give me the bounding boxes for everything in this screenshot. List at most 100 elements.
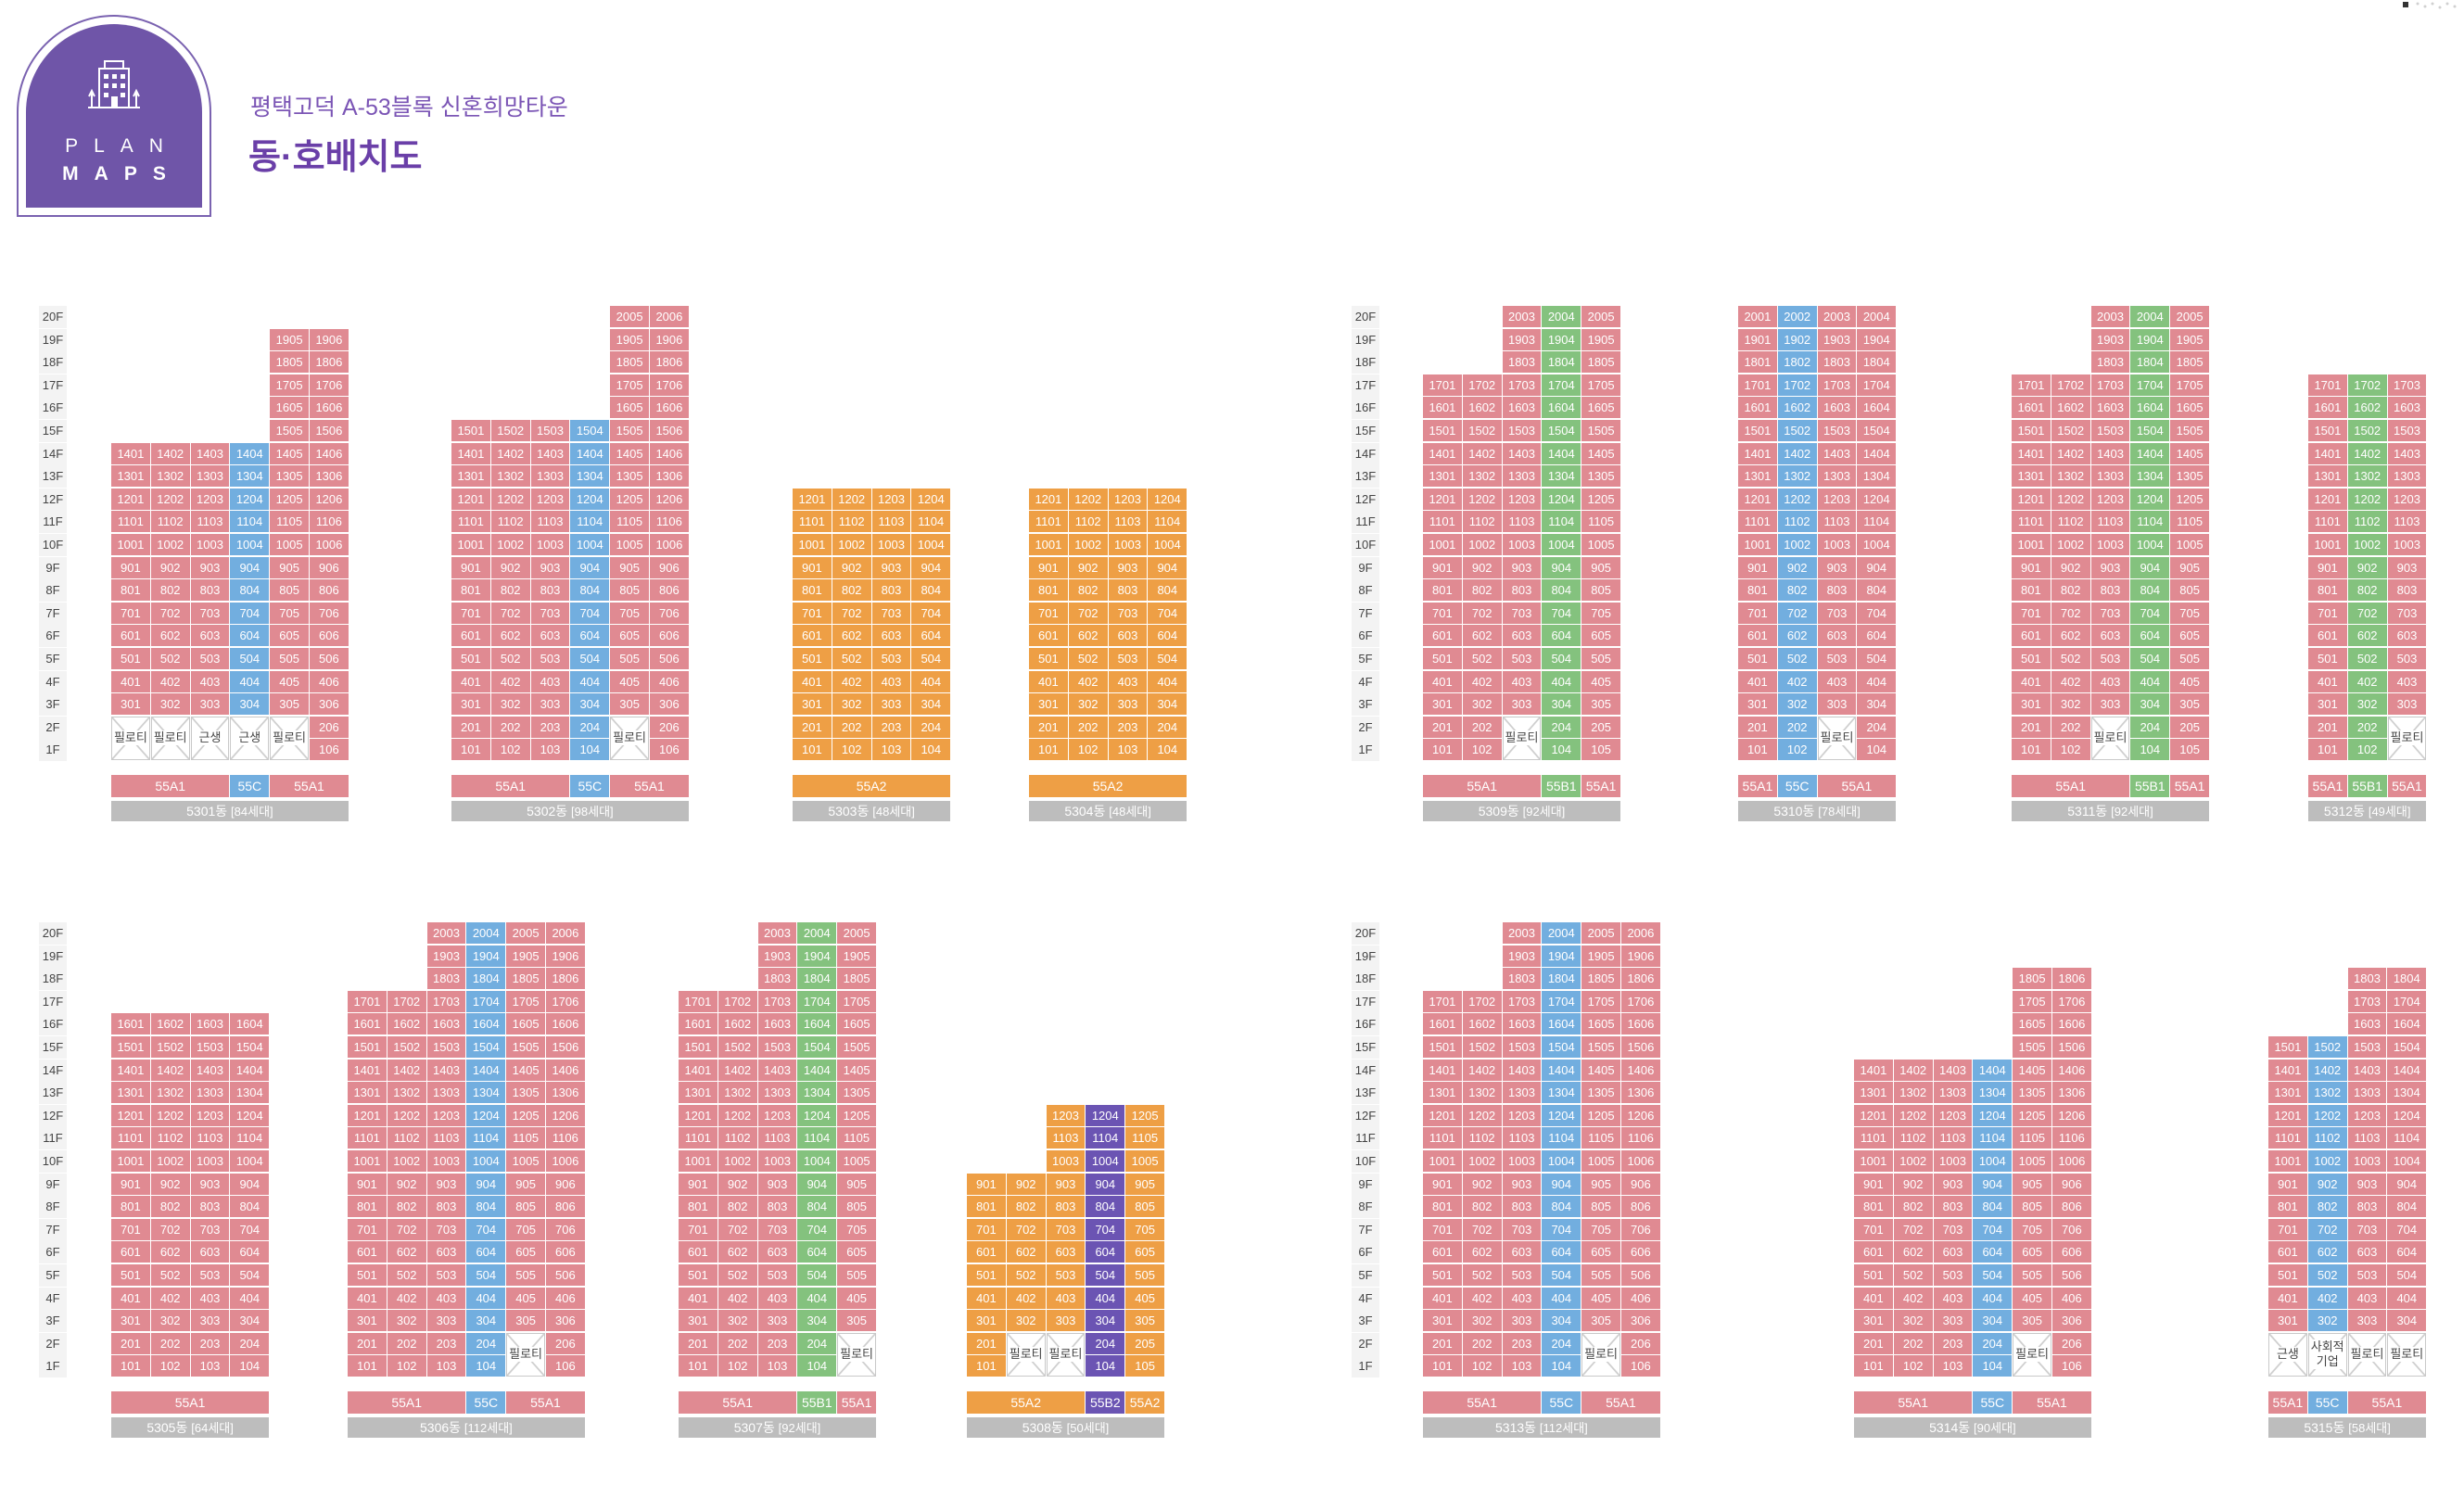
unit-cell[interactable]: 502	[1462, 1264, 1502, 1286]
unit-cell[interactable]: 1703	[1817, 374, 1857, 396]
unit-cell[interactable]: 902	[1068, 556, 1108, 578]
unit-cell[interactable]: 1206	[650, 488, 689, 510]
unit-cell[interactable]: 1004	[2387, 1150, 2427, 1172]
unit-cell[interactable]: 1102	[2347, 511, 2387, 533]
unit-cell[interactable]: 301	[2268, 1310, 2307, 1332]
unit-cell[interactable]: 1603	[1817, 397, 1857, 419]
unit-cell[interactable]: 1204	[1086, 1104, 1125, 1126]
unit-cell[interactable]: 106	[546, 1355, 585, 1377]
unit-cell[interactable]: 1202	[150, 488, 190, 510]
unit-cell[interactable]: 601	[1029, 625, 1068, 647]
unit-cell[interactable]: 1603	[426, 1013, 466, 1035]
unit-cell[interactable]: 803	[190, 579, 230, 602]
unit-cell[interactable]: 405	[1581, 1287, 1620, 1309]
unit-cell[interactable]: 501	[679, 1264, 718, 1286]
unit-cell[interactable]: 1006	[546, 1150, 585, 1172]
unit-cell[interactable]: 205	[2170, 716, 2209, 738]
unit-cell[interactable]: 302	[1777, 693, 1817, 716]
unit-cell[interactable]: 603	[1817, 625, 1857, 647]
unit-cell[interactable]: 803	[426, 1196, 466, 1218]
unit-cell[interactable]: 601	[2012, 625, 2051, 647]
unit-cell[interactable]: 403	[2090, 670, 2130, 692]
unit-cell[interactable]: 705	[1125, 1218, 1164, 1240]
unit-cell[interactable]: 601	[679, 1241, 718, 1263]
unit-cell[interactable]: 903	[1046, 1173, 1086, 1195]
unit-cell[interactable]: 903	[190, 556, 230, 578]
unit-cell[interactable]: 401	[2268, 1287, 2307, 1309]
unit-cell[interactable]: 504	[230, 648, 270, 669]
unit-cell[interactable]: 206	[650, 716, 689, 738]
unit-cell[interactable]: 403	[1933, 1287, 1973, 1309]
unit-cell[interactable]: 902	[832, 556, 871, 578]
unit-cell[interactable]: 1104	[797, 1127, 837, 1149]
unit-cell[interactable]: 302	[832, 693, 871, 716]
unit-cell[interactable]: 905	[1581, 556, 1620, 578]
unit-cell[interactable]: 1102	[2051, 511, 2090, 533]
unit-cell[interactable]: 1501	[1423, 1036, 1462, 1058]
unit-cell[interactable]: 405	[2170, 670, 2209, 692]
unit-cell[interactable]: 1304	[1542, 465, 1581, 488]
unit-cell[interactable]: 1203	[190, 488, 230, 510]
unit-cell[interactable]: 1004	[466, 1150, 506, 1172]
unit-cell[interactable]: 804	[2387, 1196, 2427, 1218]
unit-cell[interactable]: 902	[150, 556, 190, 578]
unit-cell[interactable]: 1701	[1423, 374, 1462, 396]
unit-cell[interactable]: 1101	[1423, 511, 1462, 533]
unit-cell[interactable]: 1703	[2347, 990, 2387, 1012]
unit-cell[interactable]: 701	[348, 1218, 387, 1240]
unit-cell[interactable]: 604	[1857, 625, 1897, 647]
unit-cell[interactable]: 1304	[230, 1082, 270, 1104]
unit-cell[interactable]: 1701	[679, 990, 718, 1012]
unit-cell[interactable]: 1505	[1581, 420, 1620, 441]
unit-cell[interactable]: 206	[1621, 1332, 1660, 1354]
unit-cell[interactable]: 605	[610, 625, 649, 647]
unit-cell[interactable]: 706	[2052, 1218, 2091, 1240]
unit-cell[interactable]: 1103	[871, 511, 911, 533]
unit-cell[interactable]: 303	[1502, 1310, 1542, 1332]
unit-cell[interactable]: 105	[1581, 739, 1620, 761]
unit-cell[interactable]: 1104	[1086, 1127, 1125, 1149]
unit-cell[interactable]: 403	[1108, 670, 1148, 692]
unit-cell[interactable]: 1003	[2347, 1150, 2387, 1172]
unit-cell[interactable]: 305	[610, 693, 649, 716]
unit-cell[interactable]: 1502	[1777, 420, 1817, 441]
unit-cell[interactable]: 102	[1462, 739, 1502, 761]
unit-cell[interactable]: 106	[1621, 1355, 1660, 1377]
unit-cell[interactable]: 903	[2090, 556, 2130, 578]
unit-cell[interactable]: 1405	[270, 442, 309, 464]
unit-cell[interactable]: 702	[1893, 1218, 1933, 1240]
unit-cell[interactable]: 801	[1854, 1196, 1893, 1218]
unit-cell[interactable]: 305	[837, 1310, 876, 1332]
unit-cell[interactable]: 1102	[150, 511, 190, 533]
unit-cell[interactable]: 1404	[1973, 1059, 2013, 1081]
unit-cell[interactable]: 1705	[506, 990, 545, 1012]
unit-cell[interactable]: 804	[230, 579, 270, 602]
unit-cell[interactable]: 1501	[451, 420, 490, 441]
unit-cell[interactable]: 604	[230, 625, 270, 647]
unit-cell[interactable]: 303	[2090, 693, 2130, 716]
unit-cell[interactable]: 503	[1817, 648, 1857, 669]
unit-cell[interactable]: 1402	[2307, 1059, 2347, 1081]
unit-cell[interactable]: 104	[230, 1355, 270, 1377]
unit-cell[interactable]: 1501	[1423, 420, 1462, 441]
unit-cell[interactable]: 1705	[1581, 990, 1620, 1012]
unit-cell[interactable]: 2005	[1581, 306, 1620, 327]
unit-cell[interactable]: 505	[610, 648, 649, 669]
unit-cell[interactable]: 803	[1502, 579, 1542, 602]
unit-cell[interactable]: 1003	[1108, 534, 1148, 555]
unit-cell[interactable]: 302	[718, 1310, 757, 1332]
unit-cell[interactable]: 802	[490, 579, 530, 602]
unit-cell[interactable]: 1403	[2387, 442, 2427, 464]
unit-cell[interactable]: 1205	[1125, 1104, 1164, 1126]
unit-cell[interactable]: 504	[570, 648, 610, 669]
unit-cell[interactable]: 1502	[2347, 420, 2387, 441]
unit-cell[interactable]: 1104	[1857, 511, 1897, 533]
unit-cell[interactable]: 1202	[150, 1104, 190, 1126]
unit-cell[interactable]: 802	[150, 1196, 190, 1218]
unit-cell[interactable]: 906	[310, 556, 349, 578]
unit-cell[interactable]: 1706	[546, 990, 585, 1012]
unit-cell[interactable]: 402	[1462, 1287, 1502, 1309]
unit-cell[interactable]: 103	[426, 1355, 466, 1377]
unit-cell[interactable]: 1201	[2308, 488, 2347, 510]
unit-cell[interactable]: 903	[1933, 1173, 1973, 1195]
